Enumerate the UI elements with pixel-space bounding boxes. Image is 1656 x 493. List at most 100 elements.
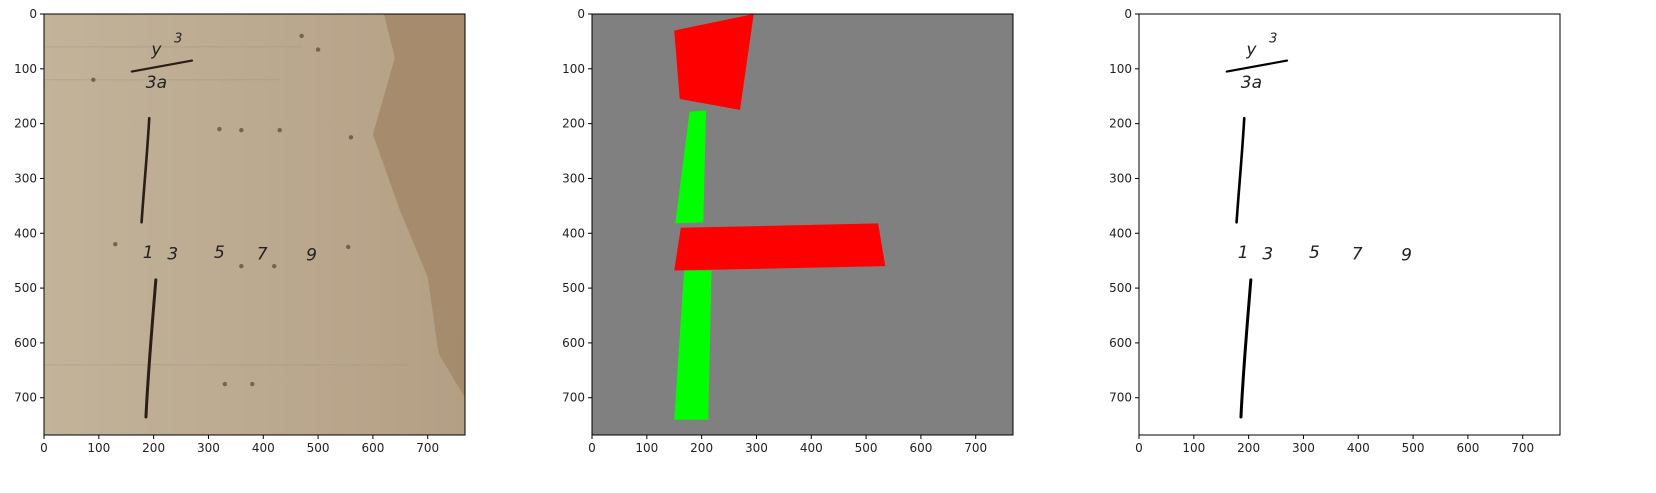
y-tick-label: 100 <box>1109 62 1132 76</box>
y-tick-label: 200 <box>14 117 37 131</box>
ink-glyph: 3a <box>146 73 167 93</box>
x-tick-label: 500 <box>307 441 330 455</box>
x-tick-label: 200 <box>690 441 713 455</box>
ink-spot <box>91 77 96 82</box>
x-tick-label: 700 <box>416 441 439 455</box>
fraction-bar <box>1225 59 1289 73</box>
mask-region-0 <box>674 14 754 110</box>
x-tick-label: 700 <box>964 441 987 455</box>
ink-glyph: 9 <box>1401 246 1412 266</box>
ink-glyph: 5 <box>214 243 225 263</box>
mask-region-1 <box>675 110 707 224</box>
x-tick-label: 100 <box>1182 441 1205 455</box>
y-tick-label: 600 <box>14 336 37 350</box>
x-tick-label: 400 <box>1347 441 1370 455</box>
x-tick-label: 600 <box>1456 441 1479 455</box>
ink-glyph: 9 <box>306 246 317 266</box>
y-tick-label: 300 <box>1109 171 1132 185</box>
x-tick-label: 300 <box>745 441 768 455</box>
torn-corner <box>372 14 465 343</box>
ink-spot <box>299 33 304 39</box>
ink-glyph: 3 <box>1269 32 1277 47</box>
mask-region-3 <box>674 270 712 420</box>
x-tick-label: 200 <box>1237 441 1260 455</box>
ink-glyph: 3a <box>1241 73 1262 93</box>
x-tick-label: 0 <box>40 441 48 455</box>
x-tick-label: 0 <box>588 441 596 455</box>
y-tick-label: 0 <box>1124 7 1132 21</box>
x-tick-label: 700 <box>1511 441 1534 455</box>
ink-glyph: 7 <box>1352 245 1363 265</box>
y-tick-label: 700 <box>562 391 585 405</box>
mask-background <box>592 14 1013 435</box>
axis-ticks: 0 100 200 300 400 500 600 700 0 100 200 300 400 500 60… <box>562 7 987 455</box>
x-tick-label: 0 <box>1135 441 1143 455</box>
ink-glyph: 7 <box>257 245 268 265</box>
ink-spot <box>348 135 354 140</box>
ink-spot <box>217 126 222 132</box>
ink-stroke-lower <box>144 278 158 419</box>
ink-glyph: y <box>1245 40 1257 60</box>
mask-region-2 <box>674 223 886 271</box>
y-tick-label: 700 <box>14 391 37 405</box>
y-tick-label: 300 <box>14 171 37 185</box>
x-tick-label: 400 <box>800 441 823 455</box>
y-tick-label: 200 <box>1109 117 1132 131</box>
y-tick-label: 0 <box>29 7 37 21</box>
ink-spot <box>315 47 321 52</box>
x-tick-label: 300 <box>197 441 220 455</box>
ink-spot <box>239 128 244 133</box>
y-tick-label: 600 <box>562 336 585 350</box>
ink-spot <box>222 381 228 387</box>
panel-image <box>592 14 1013 435</box>
x-tick-label: 100 <box>87 441 110 455</box>
axis-ticks: 0 100 200 300 400 500 600 700 0 100 200 300 400 500 60… <box>1109 7 1534 455</box>
ink-glyph: 1 <box>1238 243 1249 263</box>
y-tick-label: 600 <box>1109 336 1132 350</box>
y-tick-label: 500 <box>14 281 37 295</box>
x-tick-label: 600 <box>361 441 384 455</box>
x-tick-label: 100 <box>635 441 658 455</box>
y-tick-label: 400 <box>14 226 37 240</box>
x-tick-label: 300 <box>1292 441 1315 455</box>
y-tick-label: 500 <box>562 281 585 295</box>
ink-stroke-upper <box>1235 116 1246 224</box>
y-tick-label: 0 <box>577 7 585 21</box>
y-tick-label: 300 <box>562 171 585 185</box>
x-tick-label: 500 <box>855 441 878 455</box>
ink-glyph: 5 <box>1309 243 1320 263</box>
x-tick-label: 200 <box>142 441 165 455</box>
ink-glyph: y <box>150 40 162 60</box>
torn-edge <box>427 277 465 398</box>
ink-glyph: 3 <box>1262 245 1273 265</box>
ink-spot <box>272 263 277 269</box>
ink-glyph: 3 <box>167 245 178 265</box>
ink-glyph: 3 <box>174 32 182 47</box>
y-tick-label: 500 <box>1109 281 1132 295</box>
ink-spot <box>277 128 282 133</box>
x-tick-label: 400 <box>252 441 275 455</box>
ink-spot <box>346 244 351 250</box>
y-tick-label: 100 <box>14 62 37 76</box>
axes-frame <box>43 13 466 436</box>
axes-frame <box>591 13 1014 436</box>
y-tick-label: 400 <box>1109 226 1132 240</box>
y-tick-label: 100 <box>562 62 585 76</box>
binary-background <box>1139 14 1560 435</box>
y-tick-label: 400 <box>562 226 585 240</box>
fraction-bar <box>130 59 194 73</box>
axes-frame <box>1138 13 1561 436</box>
ink-stroke-upper <box>140 116 151 224</box>
x-tick-label: 500 <box>1402 441 1425 455</box>
ink-glyph: 1 <box>143 243 154 263</box>
ink-spot <box>250 381 255 387</box>
ink-stroke-lower <box>1239 278 1253 419</box>
y-tick-label: 700 <box>1109 391 1132 405</box>
panel-segmentation-mask: 0 100 200 300 400 500 600 700 0 100 200 300 400 500 60… <box>562 7 1014 455</box>
ink-spot <box>239 263 244 269</box>
